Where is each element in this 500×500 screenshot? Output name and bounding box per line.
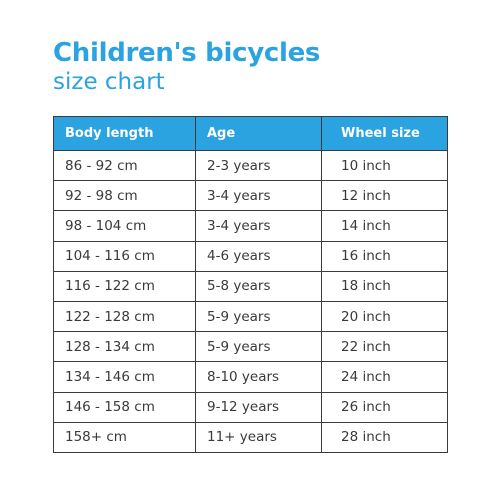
cell-age: 3-4 years [195, 210, 322, 242]
table-row: 92 - 98 cm 3-4 years 12 inch [53, 180, 448, 212]
table-body: 86 - 92 cm 2-3 years 10 inch 92 - 98 cm … [53, 149, 448, 453]
cell-wheel-size: 26 inch [321, 391, 448, 423]
cell-wheel-size: 12 inch [321, 180, 448, 212]
page-subtitle: size chart [53, 69, 165, 95]
cell-body-length: 158+ cm [53, 421, 196, 453]
page-title: Children's bicycles [53, 38, 321, 68]
column-header-body-length: Body length [53, 116, 196, 151]
cell-wheel-size: 28 inch [321, 421, 448, 453]
cell-age: 5-8 years [195, 270, 322, 302]
column-header-wheel-size: Wheel size [321, 116, 448, 151]
cell-wheel-size: 18 inch [321, 270, 448, 302]
cell-body-length: 134 - 146 cm [53, 361, 196, 393]
cell-body-length: 86 - 92 cm [53, 149, 196, 182]
cell-wheel-size: 10 inch [321, 149, 448, 182]
table-row: 98 - 104 cm 3-4 years 14 inch [53, 210, 448, 242]
cell-body-length: 146 - 158 cm [53, 391, 196, 423]
cell-age: 5-9 years [195, 331, 322, 363]
cell-wheel-size: 20 inch [321, 300, 448, 333]
table-row: 116 - 122 cm 5-8 years 18 inch [53, 270, 448, 302]
cell-body-length: 92 - 98 cm [53, 180, 196, 212]
cell-wheel-size: 24 inch [321, 361, 448, 393]
table-row: 128 - 134 cm 5-9 years 22 inch [53, 331, 448, 363]
cell-body-length: 116 - 122 cm [53, 270, 196, 302]
table-row: 158+ cm 11+ years 28 inch [53, 421, 448, 453]
cell-body-length: 122 - 128 cm [53, 300, 196, 333]
cell-age: 8-10 years [195, 361, 322, 393]
cell-body-length: 128 - 134 cm [53, 331, 196, 363]
cell-age: 3-4 years [195, 180, 322, 212]
cell-body-length: 104 - 116 cm [53, 240, 196, 272]
table-row: 104 - 116 cm 4-6 years 16 inch [53, 240, 448, 272]
size-chart-table: Body length Age Wheel size 86 - 92 cm 2-… [53, 116, 448, 453]
table-row: 146 - 158 cm 9-12 years 26 inch [53, 391, 448, 423]
table-row: 134 - 146 cm 8-10 years 24 inch [53, 361, 448, 393]
cell-age: 11+ years [195, 421, 322, 453]
cell-age: 4-6 years [195, 240, 322, 272]
cell-age: 2-3 years [195, 149, 322, 182]
table-row: 122 - 128 cm 5-9 years 20 inch [53, 300, 448, 333]
cell-wheel-size: 14 inch [321, 210, 448, 242]
table-row: 86 - 92 cm 2-3 years 10 inch [53, 149, 448, 182]
cell-age: 9-12 years [195, 391, 322, 423]
table-header-row: Body length Age Wheel size [53, 116, 448, 151]
cell-age: 5-9 years [195, 300, 322, 333]
cell-wheel-size: 16 inch [321, 240, 448, 272]
cell-wheel-size: 22 inch [321, 331, 448, 363]
table-header: Body length Age Wheel size [53, 116, 448, 151]
column-header-age: Age [195, 116, 322, 151]
cell-body-length: 98 - 104 cm [53, 210, 196, 242]
